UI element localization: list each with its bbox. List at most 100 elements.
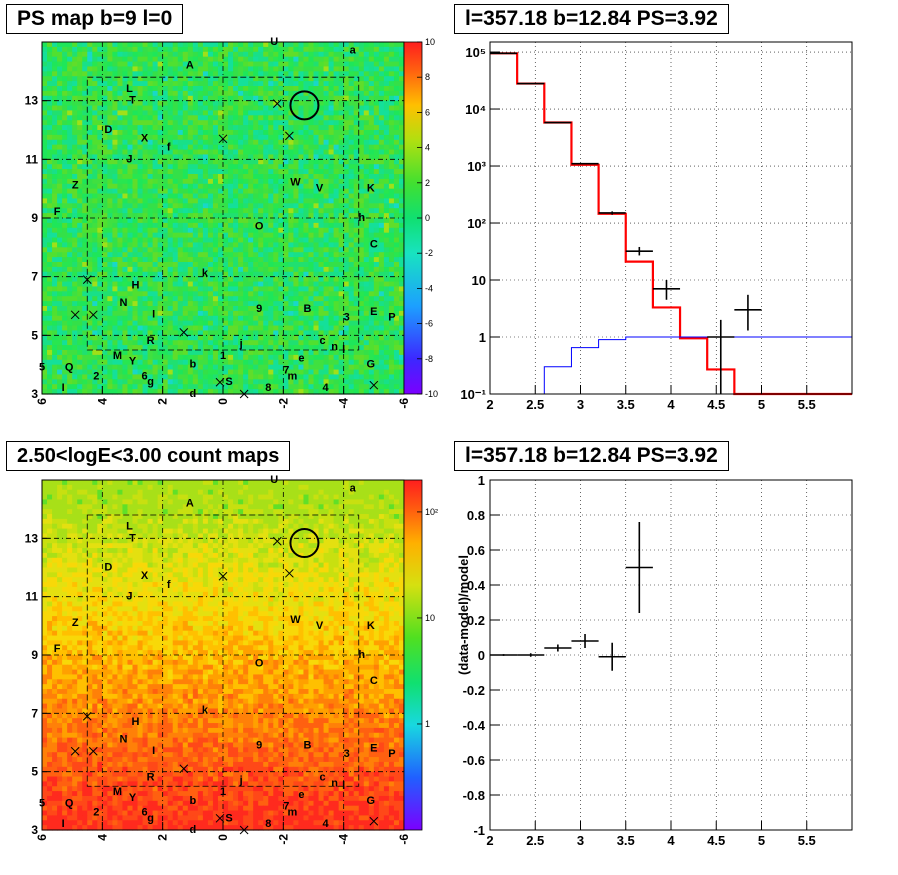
heatmap-cell <box>82 81 88 87</box>
heatmap-cell <box>353 354 360 361</box>
heatmap-cell <box>308 139 315 146</box>
heatmap-cell <box>258 130 264 136</box>
heatmap-cell <box>338 81 345 87</box>
heatmap-cell <box>72 42 78 48</box>
heatmap-cell <box>263 86 269 92</box>
heatmap-cell <box>228 306 234 312</box>
heatmap-cell <box>82 281 88 288</box>
heatmap-cell <box>343 51 350 58</box>
heatmap-cell <box>192 266 199 273</box>
heatmap-cell <box>137 134 144 141</box>
heatmap-cell <box>353 203 360 209</box>
heatmap-cell <box>147 76 154 82</box>
heatmap-cell <box>127 208 134 214</box>
heatmap-cell <box>102 154 108 160</box>
heatmap-cell <box>323 139 330 146</box>
heatmap-cell <box>117 66 124 72</box>
heatmap-cell <box>253 345 259 351</box>
heatmap-cell <box>398 159 405 165</box>
heatmap-cell <box>288 350 294 356</box>
heatmap-cell <box>72 149 78 156</box>
heatmap-cell <box>182 232 189 239</box>
heatmap-cell <box>378 237 385 244</box>
heatmap-cell <box>162 208 169 214</box>
heatmap-cell <box>52 188 58 195</box>
heatmap-cell <box>82 149 88 156</box>
heatmap-cell <box>308 42 315 48</box>
heatmap-cell <box>303 345 310 351</box>
heatmap-cell <box>333 335 340 341</box>
heatmap-cell <box>62 237 68 244</box>
heatmap-cell <box>142 350 149 356</box>
heatmap-cell <box>77 345 83 351</box>
heatmap-cell <box>258 86 264 92</box>
heatmap-cell <box>298 203 305 209</box>
heatmap-cell <box>162 315 169 322</box>
heatmap-cell <box>393 139 400 146</box>
heatmap-cell <box>258 291 264 297</box>
heatmap-cell <box>182 125 189 131</box>
heatmap-cell <box>333 296 340 302</box>
heatmap-cell <box>253 325 259 332</box>
heatmap-cell <box>92 232 98 239</box>
heatmap-cell <box>398 183 405 190</box>
heatmap-cell <box>348 320 355 327</box>
heatmap-cell <box>328 110 335 116</box>
heatmap-cell <box>207 218 214 224</box>
heatmap-cell <box>398 320 405 327</box>
heatmap-cell <box>373 46 380 53</box>
heatmap-cell <box>223 125 229 131</box>
heatmap-cell <box>333 193 340 200</box>
heatmap-cell <box>102 120 108 126</box>
heatmap-cell <box>318 105 325 112</box>
heatmap-cell <box>117 188 124 195</box>
heatmap-cell <box>62 90 68 97</box>
heatmap-cell <box>207 315 214 322</box>
heatmap-cell <box>182 359 189 366</box>
heatmap-cell <box>343 130 350 136</box>
heatmap-cell <box>172 247 179 253</box>
heatmap-cell <box>122 81 129 87</box>
heatmap-cell <box>223 335 229 341</box>
heatmap-cell <box>393 301 400 307</box>
heatmap-cell <box>167 178 174 185</box>
heatmap-cell <box>283 281 289 288</box>
heatmap-cell <box>293 76 300 82</box>
heatmap-cell <box>343 276 350 283</box>
heatmap-cell <box>243 364 249 371</box>
heatmap-cell <box>72 340 78 346</box>
heatmap-cell <box>127 271 134 278</box>
heatmap-cell <box>288 139 294 146</box>
heatmap-cell <box>67 174 73 180</box>
heatmap-cell <box>102 144 108 151</box>
heatmap-cell <box>167 139 174 146</box>
heatmap-cell <box>147 335 154 341</box>
heatmap-cell <box>122 359 129 366</box>
heatmap-cell <box>298 51 305 58</box>
heatmap-cell <box>102 61 108 68</box>
heatmap-cell <box>122 262 129 268</box>
heatmap-cell <box>112 222 119 229</box>
heatmap-cell <box>97 90 103 97</box>
heatmap-cell <box>172 159 179 165</box>
heatmap-cell <box>303 208 310 214</box>
heatmap-cell <box>243 76 249 82</box>
heatmap-cell <box>102 354 108 361</box>
heatmap-cell <box>298 134 305 141</box>
heatmap-cell <box>348 100 355 107</box>
heatmap-cell <box>217 218 224 224</box>
heatmap-cell <box>303 232 310 239</box>
heatmap-cell <box>187 271 194 278</box>
heatmap-cell <box>42 345 48 351</box>
heatmap-cell <box>62 164 68 170</box>
heatmap-cell <box>333 51 340 58</box>
heatmap-cell <box>142 208 149 214</box>
heatmap-cell <box>328 66 335 72</box>
heatmap-cell <box>268 276 274 283</box>
heatmap-cell <box>298 130 305 136</box>
heatmap-cell <box>238 310 244 317</box>
heatmap-cell <box>97 51 103 58</box>
heatmap-cell <box>132 262 139 268</box>
heatmap-cell <box>217 276 224 283</box>
heatmap-cell <box>398 95 405 102</box>
